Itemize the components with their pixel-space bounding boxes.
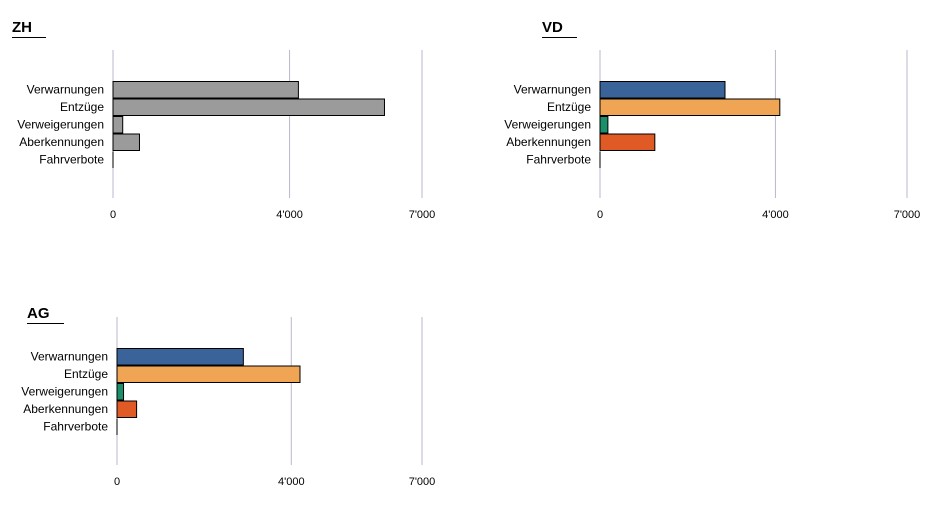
category-label-zh-3: Aberkennungen (19, 135, 104, 149)
xtick-label-vd-2: 7'000 (894, 209, 921, 221)
xtick-label-vd-1: 4'000 (762, 209, 789, 221)
chart-title-vd: VD (542, 19, 577, 38)
bar-zh-3 (112, 133, 140, 151)
bar-vd-2 (599, 116, 609, 134)
bar-zh-1 (112, 98, 385, 116)
category-label-ag-2: Verweigerungen (21, 385, 108, 399)
xtick-label-vd-0: 0 (597, 209, 603, 221)
bar-vd-1 (599, 98, 781, 116)
chart-title-ag: AG (27, 305, 64, 324)
category-label-zh-1: Entzüge (60, 100, 104, 114)
bar-ag-2 (116, 383, 125, 401)
xtick-label-ag-0: 0 (114, 476, 120, 488)
category-label-zh-0: Verwarnungen (27, 83, 104, 97)
xtick-label-zh-0: 0 (110, 209, 116, 221)
category-label-vd-1: Entzüge (547, 100, 591, 114)
bar-ag-0 (116, 348, 244, 366)
category-label-vd-2: Verweigerungen (504, 118, 591, 132)
xtick-label-zh-2: 7'000 (409, 209, 436, 221)
category-label-ag-3: Aberkennungen (23, 402, 108, 416)
bar-ag-1 (116, 365, 301, 383)
bar-zh-2 (112, 116, 124, 134)
bar-vd-3 (599, 133, 656, 151)
chart-title-zh: ZH (12, 19, 46, 38)
category-label-zh-2: Verweigerungen (17, 118, 104, 132)
category-label-zh-4: Fahrverbote (39, 153, 104, 167)
category-label-ag-0: Verwarnungen (31, 350, 108, 364)
xtick-label-ag-2: 7'000 (409, 476, 436, 488)
xtick-label-ag-1: 4'000 (278, 476, 305, 488)
category-label-ag-4: Fahrverbote (43, 420, 108, 434)
category-label-vd-3: Aberkennungen (506, 135, 591, 149)
xtick-label-zh-1: 4'000 (276, 209, 303, 221)
bar-ag-3 (116, 400, 138, 418)
bar-zh-0 (112, 81, 299, 99)
bar-vd-0 (599, 81, 726, 99)
category-label-vd-4: Fahrverbote (526, 153, 591, 167)
category-label-ag-1: Entzüge (64, 367, 108, 381)
category-label-vd-0: Verwarnungen (514, 83, 591, 97)
